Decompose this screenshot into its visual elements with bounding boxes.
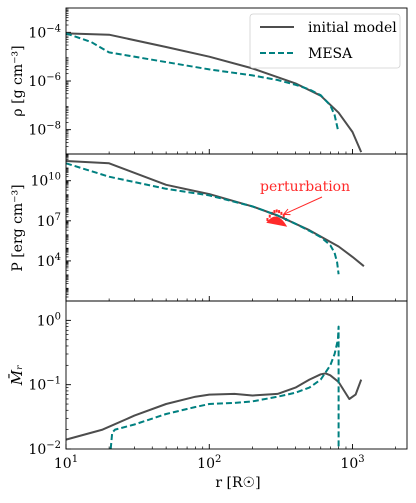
legend-label-initial-model: initial model: [308, 20, 397, 36]
x-axis-label: r [R☉]: [215, 475, 260, 491]
y-tick-label: 10−6: [28, 72, 61, 90]
y-tick-label: 107: [37, 212, 61, 230]
perturbation-arrow: [283, 196, 323, 215]
pressure-panel-frame: [65, 153, 408, 302]
x-tick-label: 103: [340, 454, 364, 472]
mach-panel-frame: [65, 300, 408, 450]
y-tick-label: 1010: [30, 172, 61, 190]
y-tick-label: 10−8: [28, 121, 61, 139]
mach-ylabel: M̄ᵣ: [8, 365, 26, 387]
y-tick-label: 10−1: [28, 376, 61, 394]
y-tick-label: 104: [37, 252, 61, 270]
legend: initial model MESA: [249, 13, 401, 69]
series-line-mesa: [65, 32, 340, 133]
pressure-panel: 1010 107 104 P [erg cm⁻³] perturbation: [10, 153, 408, 302]
x-tick-label: 101: [54, 454, 78, 472]
series-line-initial-model: [65, 372, 363, 441]
perturbation-arrow-head: [282, 208, 291, 216]
legend-label-mesa: MESA: [308, 46, 353, 62]
perturbation-region: [266, 216, 288, 227]
mach-panel: 100 10−1 10−2 M̄ᵣ 101 102 103 r [R☉]: [8, 300, 408, 491]
density-panel: 10−4 10−6 10−8 ρ [g cm⁻³] initial model ME…: [10, 7, 408, 155]
y-tick-label: 10−4: [28, 23, 61, 41]
series-line-mesa: [109, 325, 340, 450]
perturbation-annotation: perturbation: [260, 179, 350, 195]
series-line-mesa: [65, 162, 340, 275]
series-line-initial-model: [65, 160, 365, 267]
series-line-initial-model: [65, 32, 363, 153]
y-tick-label: 100: [37, 311, 61, 329]
x-tick-label: 102: [197, 454, 221, 472]
density-ylabel: ρ [g cm⁻³]: [10, 45, 26, 116]
y-tick-label: 10−2: [28, 440, 61, 458]
pressure-ylabel: P [erg cm⁻³]: [10, 184, 26, 271]
